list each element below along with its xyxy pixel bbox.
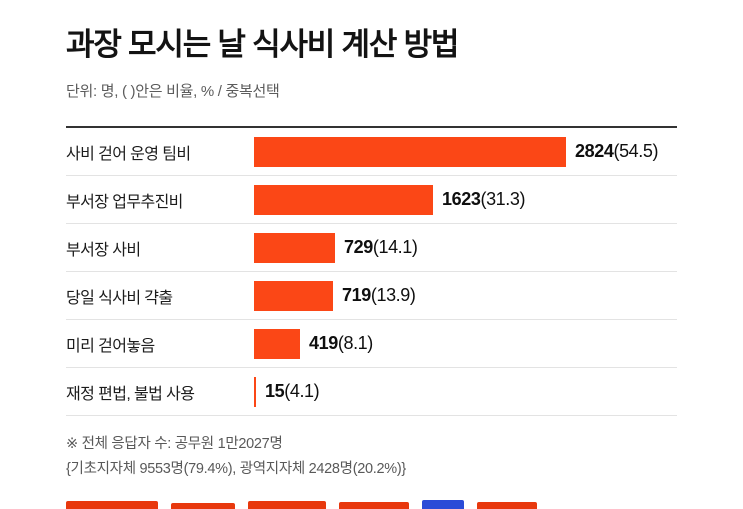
unit-note: 단위: 명, ( )안은 비율, % / 중복선택 (66, 83, 280, 100)
footnote-line-2: {기초지자체 9553명(79.4%), 광역지자체 2428명(20.2%)} (66, 461, 406, 477)
page-title-bold: 식사비 계산 방법 (252, 27, 459, 62)
value-percent: 4.1 (284, 381, 319, 401)
cropped-text-fragment (248, 501, 326, 509)
value-number: 729 (344, 237, 373, 257)
value-percent: 14.1 (373, 237, 418, 257)
value-label: 71913.9 (342, 285, 416, 306)
bar (254, 184, 433, 215)
bar (254, 328, 300, 359)
bar (254, 136, 566, 167)
bar (254, 376, 256, 407)
bar-track: 154.1 (254, 376, 677, 407)
cropped-next-section (66, 499, 537, 509)
value-label: 162331.3 (442, 189, 525, 210)
bar (254, 232, 335, 263)
value-percent: 8.1 (338, 333, 373, 353)
bar-track: 71913.9 (254, 280, 677, 311)
value-number: 419 (309, 333, 338, 353)
value-number: 15 (265, 381, 285, 401)
row-label: 당일 식사비 갹출 (66, 289, 173, 307)
row-label: 미리 걷어놓음 (66, 337, 155, 355)
value-label: 154.1 (265, 381, 319, 402)
value-number: 719 (342, 285, 371, 305)
bar-track: 72914.1 (254, 232, 677, 263)
value-percent: 31.3 (480, 189, 525, 209)
chart-row: 사비 걷어 운영 팀비 282454.5 (66, 128, 677, 176)
value-label: 72914.1 (344, 237, 418, 258)
bar-chart: 사비 걷어 운영 팀비 282454.5 부서장 업무추진비 162331.3 … (66, 128, 677, 416)
bar-track: 162331.3 (254, 184, 677, 215)
value-label: 282454.5 (575, 141, 658, 162)
cropped-text-fragment (422, 500, 464, 509)
bar-track: 4198.1 (254, 328, 677, 359)
value-number: 1623 (442, 189, 481, 209)
page-title-regular: 과장 모시는 날 (66, 27, 253, 62)
value-percent: 13.9 (371, 285, 416, 305)
footnote-line-1: ※ 전체 응답자 수: 공무원 1만2027명 (66, 436, 283, 452)
value-percent: 54.5 (613, 141, 658, 161)
row-label: 재정 편법, 불법 사용 (66, 385, 195, 403)
value-number: 2824 (575, 141, 614, 161)
row-label: 부서장 사비 (66, 241, 141, 259)
chart-row: 미리 걷어놓음 4198.1 (66, 320, 677, 368)
chart-row: 재정 편법, 불법 사용 154.1 (66, 368, 677, 416)
cropped-text-fragment (477, 502, 537, 509)
cropped-text-fragment (171, 503, 235, 509)
chart-row: 당일 식사비 갹출 71913.9 (66, 272, 677, 320)
value-label: 4198.1 (309, 333, 373, 354)
chart-row: 부서장 업무추진비 162331.3 (66, 176, 677, 224)
top-divider (66, 126, 677, 128)
row-label: 부서장 업무추진비 (66, 193, 183, 211)
cropped-text-fragment (66, 501, 158, 509)
bar-track: 282454.5 (254, 136, 677, 167)
footnotes: ※ 전체 응답자 수: 공무원 1만2027명 {기초지자체 9553명(79.… (66, 432, 677, 482)
chart-row: 부서장 사비 72914.1 (66, 224, 677, 272)
page-title: 과장 모시는 날 식사비 계산 방법 (66, 26, 677, 64)
bar (254, 280, 333, 311)
cropped-text-fragment (339, 502, 409, 509)
row-label: 사비 걷어 운영 팀비 (66, 145, 191, 163)
